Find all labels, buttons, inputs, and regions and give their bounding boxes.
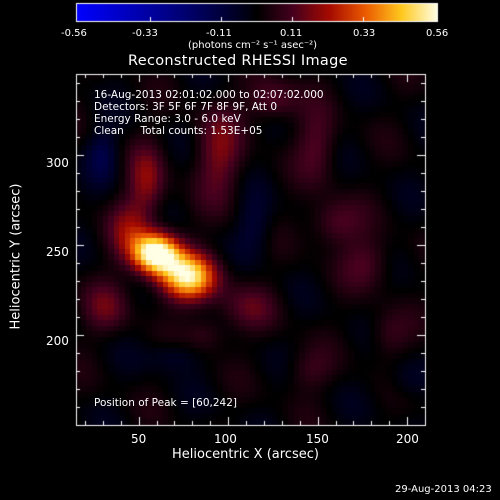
y-axis-label: Heliocentric Y (arcsec) [8, 183, 24, 330]
colorbar-tick-label: -0.56 [61, 28, 87, 39]
info-line-time: 16-Aug-2013 02:01:02.000 to 02:07:02.000 [94, 89, 324, 101]
x-axis-label: Heliocentric X (arcsec) [172, 447, 319, 462]
x-tick-label: 50 [131, 432, 147, 446]
x-tick-label: 100 [214, 432, 237, 446]
colorbar-unit-label: (photons cm⁻² s⁻¹ asec⁻²) [188, 40, 318, 51]
colorbar-tick-label: -0.33 [132, 28, 158, 39]
y-tick-label: 200 [46, 334, 69, 348]
x-tick-label: 200 [396, 432, 419, 446]
chart-title: Reconstructed RHESSI Image [128, 53, 348, 69]
colorbar-tick-label: 0.33 [353, 28, 376, 39]
colorbar-tick-label: -0.11 [206, 28, 232, 39]
x-tick-label: 150 [306, 432, 329, 446]
colorbar-tick-label: 0.11 [280, 28, 303, 39]
footer-date: 29-Aug-2013 04:23 [395, 484, 492, 495]
info-line-clean: Clean Total counts: 1.53E+05 [94, 125, 263, 137]
colorbar-tick-label: 0.56 [426, 28, 449, 39]
y-tick-label: 250 [46, 245, 69, 259]
info-line-energy: Energy Range: 3.0 - 6.0 keV [94, 113, 241, 125]
peak-position-label: Position of Peak = [60,242] [94, 397, 238, 409]
y-tick-label: 300 [46, 156, 69, 170]
info-line-detectors: Detectors: 3F 5F 6F 7F 8F 9F, Att 0 [94, 101, 278, 113]
